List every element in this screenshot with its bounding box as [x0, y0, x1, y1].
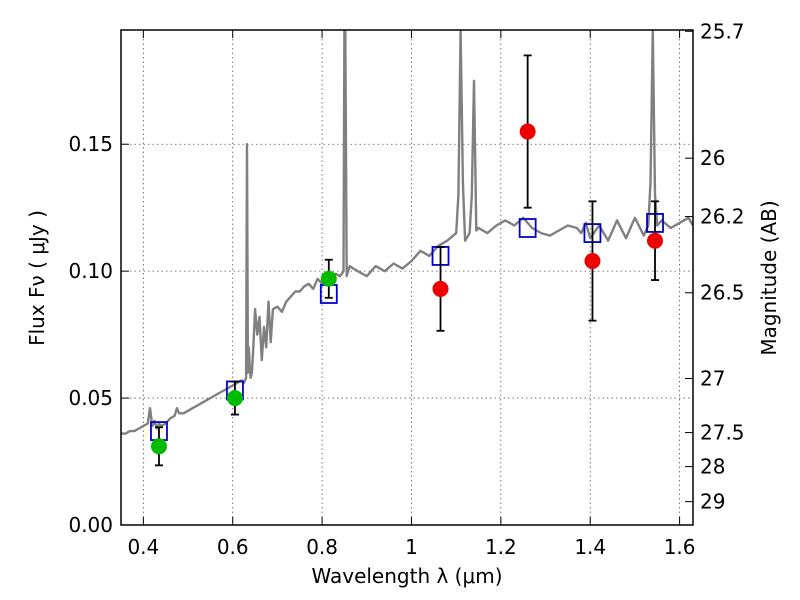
y-tick-label: 0.15 [68, 132, 113, 156]
red-data-point [432, 280, 449, 297]
y2-tick-label: 26.2 [700, 205, 745, 229]
x-tick-label: 0.8 [306, 535, 338, 559]
y2-tick-label: 27 [700, 367, 725, 391]
x-tick-label: 1.4 [574, 535, 606, 559]
y2-tick-label: 26.5 [700, 281, 745, 305]
red-data-point [584, 253, 601, 269]
y-tick-label: 0.05 [68, 386, 113, 410]
green-data-point [320, 270, 337, 287]
x-tick-label: 1.2 [485, 535, 517, 559]
model-band-marker [518, 218, 537, 238]
model-spectrum-layer [121, 30, 693, 435]
y2-axis-label: Magnitude (AB) [757, 200, 781, 355]
y-axis-label: Flux Fν ( μJy ) [25, 210, 49, 346]
plot-area [121, 30, 693, 467]
red-data-point [647, 232, 664, 249]
green-data-point [150, 438, 167, 455]
tick-labels-layer: 0.4 0.6 0.8 1 1.2 1.4 1.6 0.00 0.05 0.10 0.15 25.7 2… [68, 19, 744, 559]
model-spectrum-line [121, 30, 693, 435]
x-tick-label: 0.4 [127, 535, 159, 559]
y2-tick-label: 28 [700, 455, 725, 479]
x-tick-label: 1.6 [664, 535, 696, 559]
green-data-point [226, 390, 243, 407]
x-axis-label: Wavelength λ (μm) [311, 564, 502, 588]
y2-tick-label: 27.5 [700, 421, 745, 445]
y-tick-label: 0.10 [68, 259, 113, 283]
ticks-layer [121, 30, 693, 526]
y2-tick-label: 26 [700, 146, 725, 170]
x-tick-label: 1 [405, 535, 418, 559]
grid-layer [121, 30, 693, 525]
y-tick-label: 0.00 [68, 513, 113, 537]
y2-tick-label: 29 [700, 490, 725, 514]
x-tick-label: 0.6 [217, 535, 249, 559]
plot-frame [120, 29, 694, 526]
y2-tick-label: 25.7 [700, 19, 745, 43]
red-data-point [519, 123, 536, 140]
points-layer [150, 54, 664, 467]
